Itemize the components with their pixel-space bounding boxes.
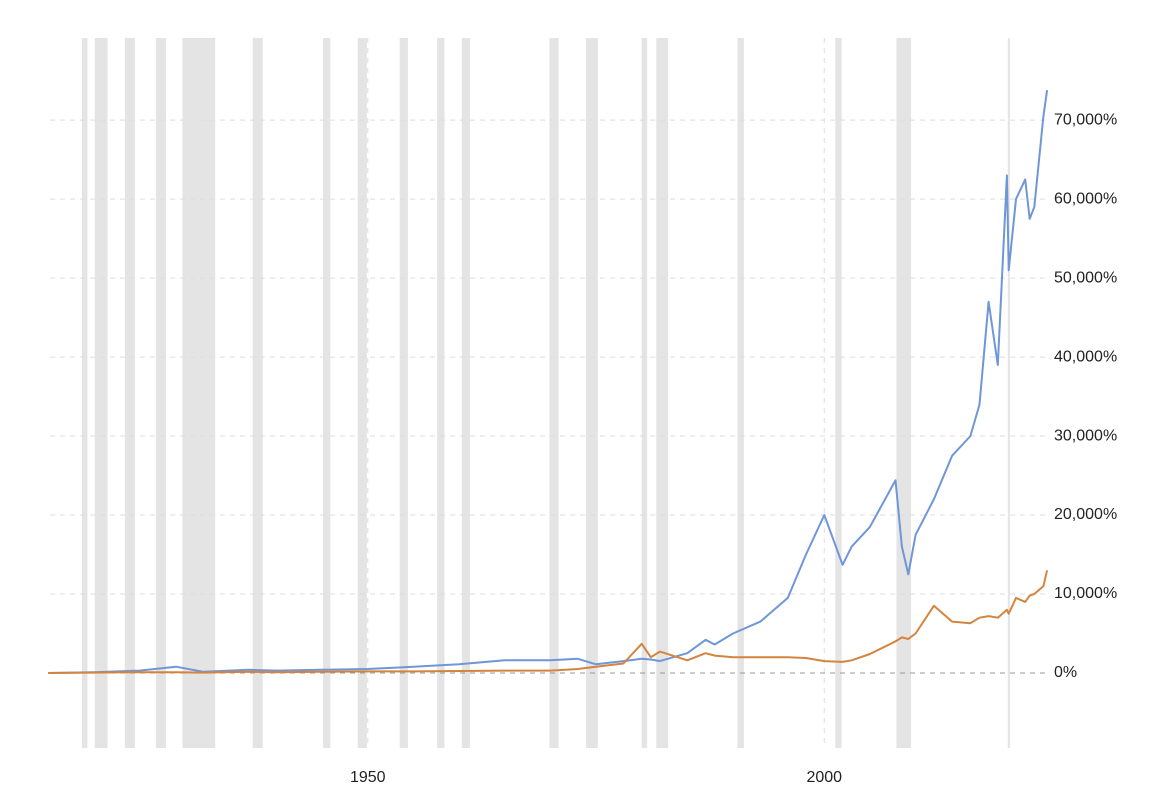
recession-band	[461, 38, 471, 748]
recession-band	[737, 38, 744, 748]
x-tick-label: 2000	[806, 769, 842, 786]
y-tick-label: 10,000%	[1054, 585, 1117, 602]
x-tick-label: 1950	[350, 769, 386, 786]
recession-band	[94, 38, 108, 748]
recession-band	[437, 38, 445, 748]
series-line	[48, 570, 1049, 674]
recession-band	[399, 38, 408, 748]
recession-band	[656, 38, 669, 748]
recession-band	[81, 38, 88, 748]
recession-band	[252, 38, 263, 748]
recession-band	[124, 38, 135, 748]
recession-band	[155, 38, 166, 748]
y-tick-label: 30,000%	[1054, 427, 1117, 444]
recession-band	[323, 38, 331, 748]
recession-band	[585, 38, 598, 748]
series-line	[48, 89, 1049, 674]
recession-band	[835, 38, 842, 748]
y-tick-label: 0%	[1054, 664, 1077, 681]
recession-band	[182, 38, 216, 748]
y-tick-label: 70,000%	[1054, 111, 1117, 128]
y-tick-label: 60,000%	[1054, 190, 1117, 207]
y-tick-label: 20,000%	[1054, 506, 1117, 523]
recession-band	[549, 38, 559, 748]
recession-band	[1007, 38, 1010, 748]
recession-band	[896, 38, 912, 748]
recession-band	[357, 38, 367, 748]
y-tick-label: 50,000%	[1054, 269, 1117, 286]
y-tick-label: 40,000%	[1054, 348, 1117, 365]
recession-band	[641, 38, 648, 748]
